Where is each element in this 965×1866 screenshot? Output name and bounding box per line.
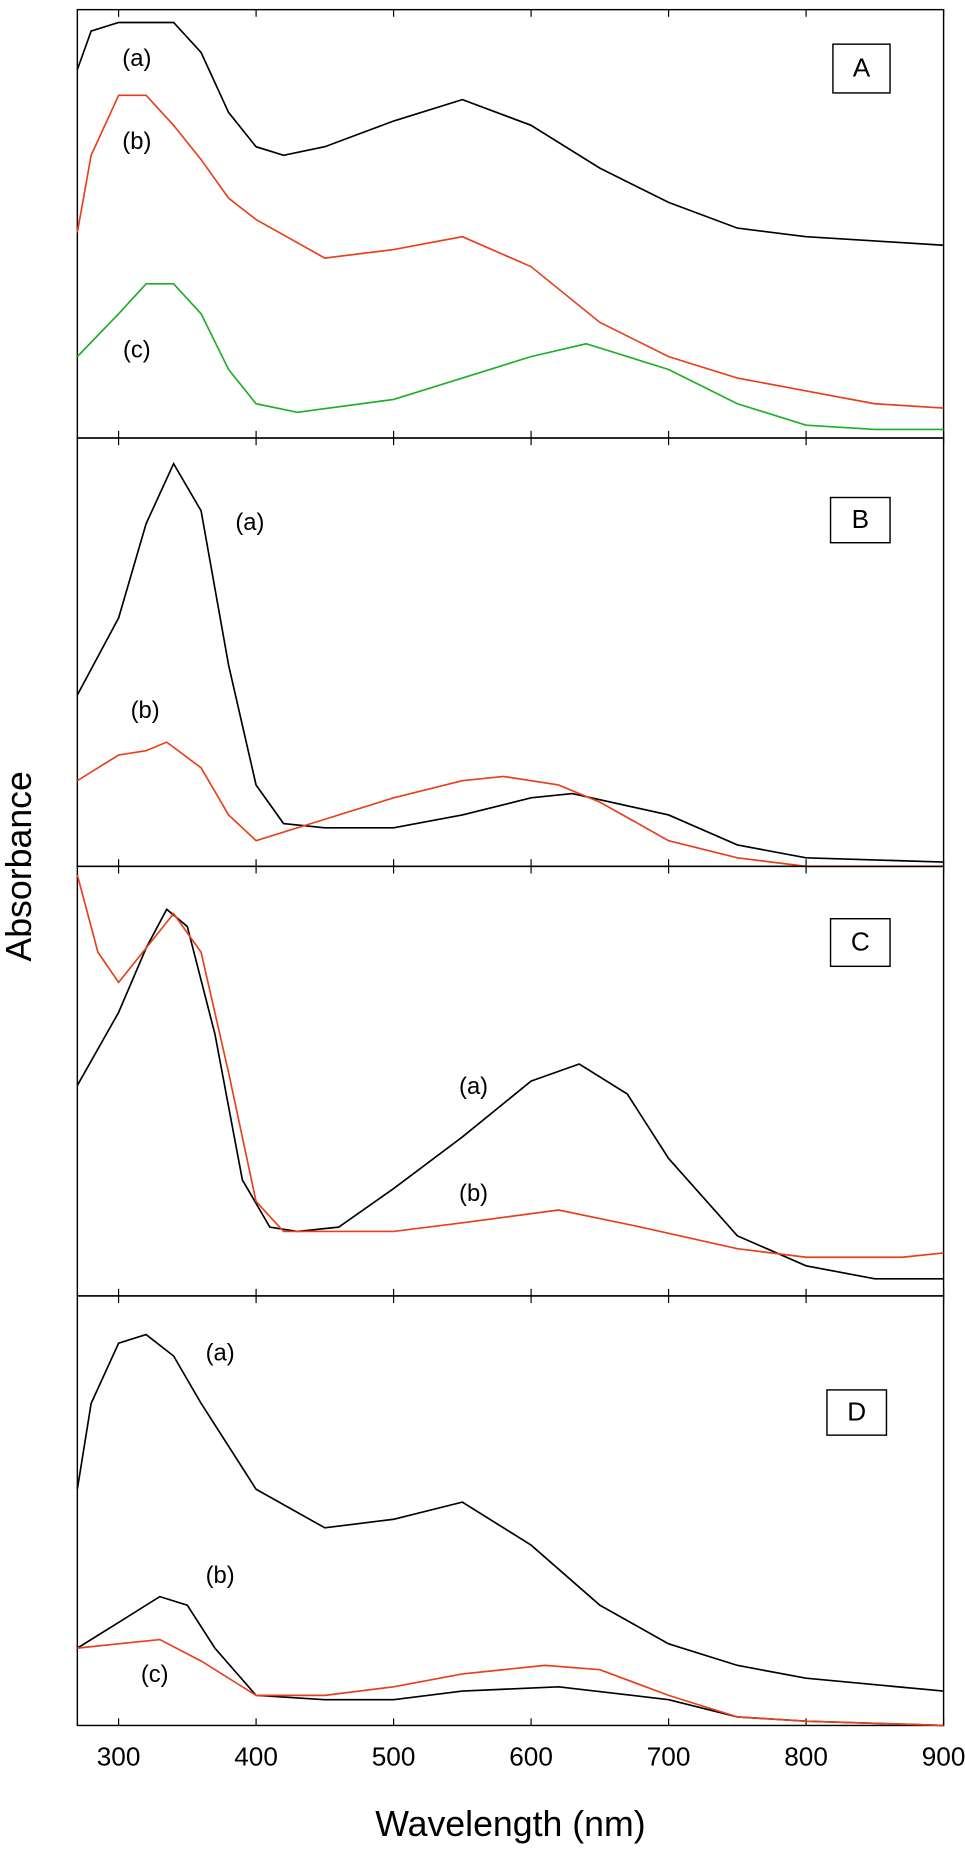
spectrum-line	[77, 1638, 944, 1727]
curve-label: (a)	[122, 45, 151, 72]
x-tick-label: 400	[234, 1742, 278, 1772]
curve-label: (b)	[206, 1562, 235, 1589]
panel-frame	[76, 865, 945, 1297]
x-axis-label: Wavelength (nm)	[375, 1804, 645, 1844]
x-tick-label: 300	[97, 1742, 141, 1772]
spectrum-line	[76, 282, 944, 431]
spectrum-line	[76, 21, 944, 247]
spectrum-line	[76, 94, 944, 409]
curve-label: (b)	[131, 697, 160, 724]
panel-label: A	[853, 53, 871, 83]
curve-label: (a)	[235, 509, 264, 536]
x-tick-label: 900	[922, 1742, 965, 1772]
curve-label: (b)	[459, 1180, 488, 1207]
x-tick-label: 700	[647, 1742, 691, 1772]
y-axis-label: Absorbance	[0, 771, 39, 961]
panel-label-box	[832, 43, 891, 94]
spectrum-line	[76, 1595, 944, 1727]
panel-label-box	[829, 496, 891, 544]
panel-label: C	[851, 927, 870, 957]
curve-label: (a)	[459, 1073, 488, 1100]
panel-label: D	[847, 1397, 866, 1427]
panel-frame	[76, 8, 945, 439]
spectrum-line	[76, 908, 944, 1280]
spectrum-line	[76, 874, 944, 1259]
panel-frame	[76, 1295, 945, 1727]
curve-label: (c)	[141, 1661, 169, 1688]
panel-label: B	[852, 504, 869, 534]
spectrum-line	[76, 461, 944, 863]
x-tick-label: 600	[509, 1742, 553, 1772]
spectrum-line	[76, 1333, 944, 1692]
curve-label: (c)	[123, 336, 151, 363]
panel-label-box	[829, 918, 891, 968]
x-tick-label: 800	[784, 1742, 828, 1772]
curve-label: (b)	[122, 128, 151, 155]
panel-label-box	[826, 1389, 888, 1436]
x-tick-label: 500	[372, 1742, 416, 1772]
curve-label: (a)	[206, 1340, 235, 1367]
spectrum-line	[76, 741, 944, 868]
